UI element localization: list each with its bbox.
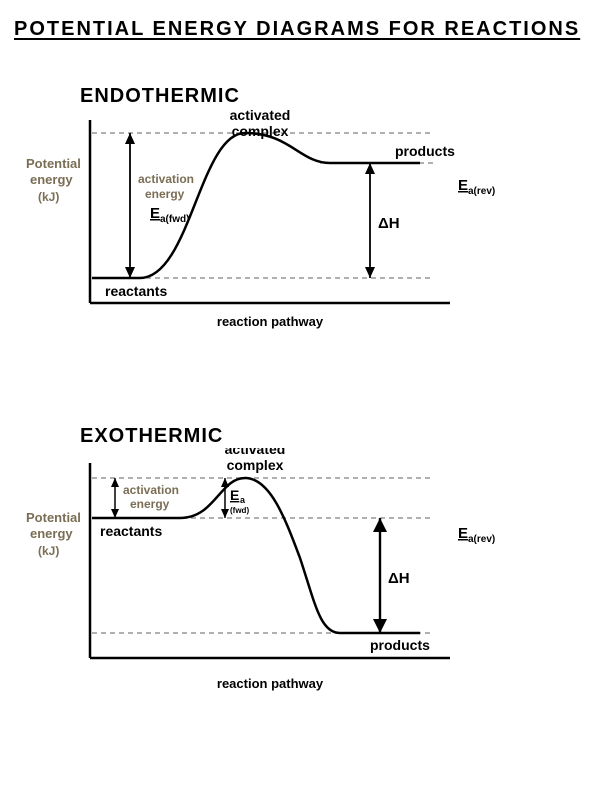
ea-fwd-arrow2-down [221, 509, 229, 518]
act-energy-1: activation [138, 172, 194, 186]
ylabel-2: energy [30, 172, 73, 187]
ylabel-2: energy [30, 526, 73, 541]
products-label: products [370, 637, 430, 653]
deltaH-arrow-down [365, 267, 375, 278]
endothermic-svg: activated complex activated complex prod… [20, 108, 580, 368]
ylabel-1: Potential [26, 510, 81, 525]
act-energy-2: energy [130, 497, 170, 511]
ea-fwd-arrow-down [125, 267, 135, 278]
ea-rev-main: E [458, 525, 468, 542]
exothermic-title: EXOTHERMIC [80, 425, 580, 448]
ea-rev-sub: a(rev) [468, 186, 495, 197]
ea-fwd-arrow-up [125, 133, 135, 144]
deltaH-arrow-up [365, 163, 375, 174]
xaxis-label: reaction pathway [217, 676, 324, 691]
activated-label-2: complex [227, 457, 284, 473]
deltaH-label: ΔH [378, 215, 400, 232]
ylabel-3: (kJ) [38, 190, 59, 204]
ea-fwd-arrow-down [111, 509, 119, 518]
deltaH-arrow-down [373, 619, 387, 633]
ylabel-1: Potential [26, 156, 81, 171]
activated-label-1b: activated [230, 108, 291, 123]
ea-fwd-arrow-up [111, 478, 119, 487]
ea-fwd-main: E [150, 205, 160, 222]
page-title: POTENTIAL ENERGY DIAGRAMS FOR REACTIONS [14, 18, 580, 41]
act-energy-2: energy [145, 187, 185, 201]
activated-label-2b: complex [232, 123, 289, 139]
deltaH-arrow-up [373, 518, 387, 532]
reactants-label: reactants [105, 283, 167, 299]
activated-label-1: activated [225, 448, 286, 457]
act-energy-1: activation [123, 483, 179, 497]
ea-fwd-sub: a [240, 495, 246, 505]
xaxis-label: reaction pathway [217, 314, 324, 329]
activated-label-group: activated complex [230, 108, 291, 139]
ea-fwd-sub: a(fwd) [160, 214, 189, 225]
products-label: products [395, 143, 455, 159]
endothermic-diagram: ENDOTHERMIC activated complex [20, 85, 580, 368]
ea-rev-main: E [458, 177, 468, 194]
ea-fwd-main: E [230, 487, 239, 503]
ea-rev-sub: a(rev) [468, 534, 495, 545]
reactants-label: reactants [100, 523, 162, 539]
ylabel-3: (kJ) [38, 544, 59, 558]
endothermic-title: ENDOTHERMIC [80, 85, 580, 108]
ea-fwd-arrow2-up [221, 478, 229, 487]
exothermic-diagram: EXOTHERMIC acti [20, 425, 580, 738]
deltaH-label: ΔH [388, 570, 410, 587]
exothermic-svg: activated complex products reactants rea… [20, 448, 580, 738]
ea-fwd-sub2: (fwd) [230, 506, 249, 515]
page-root: POTENTIAL ENERGY DIAGRAMS FOR REACTIONS … [0, 0, 600, 800]
